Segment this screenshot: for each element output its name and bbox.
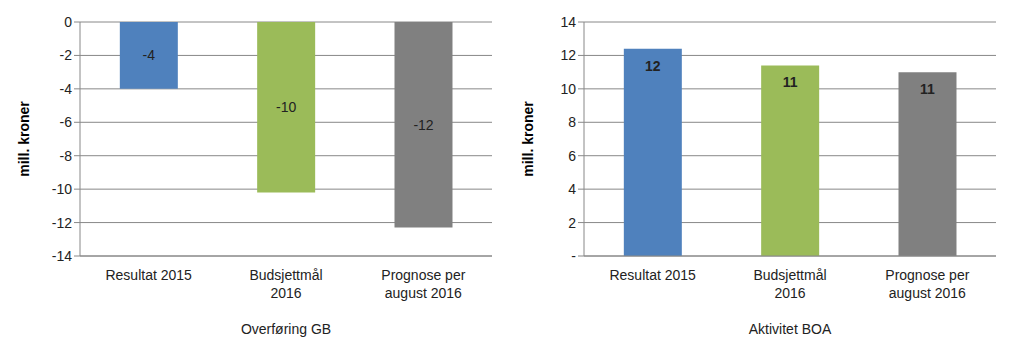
svg-text:-14: -14 [52, 248, 72, 264]
svg-text:Prognose peraugust 2016: Prognose peraugust 2016 [885, 267, 969, 301]
svg-text:Prognose peraugust 2016: Prognose peraugust 2016 [381, 267, 465, 301]
svg-text:-4: -4 [143, 47, 156, 63]
svg-text:-: - [571, 248, 576, 264]
svg-text:12: 12 [645, 58, 661, 74]
svg-text:10: 10 [560, 81, 576, 97]
svg-text:Budsjettmål2016: Budsjettmål2016 [753, 267, 826, 301]
svg-text:-8: -8 [60, 148, 73, 164]
svg-text:-2: -2 [60, 47, 73, 63]
svg-text:14: 14 [560, 14, 576, 30]
svg-text:-10: -10 [276, 99, 296, 115]
svg-text:Budsjettmål2016: Budsjettmål2016 [249, 267, 322, 301]
svg-text:11: 11 [920, 81, 935, 97]
svg-text:6: 6 [568, 148, 576, 164]
svg-text:Aktivitet BOA: Aktivitet BOA [749, 321, 832, 337]
svg-text:-10: -10 [52, 181, 72, 197]
svg-text:2: 2 [568, 215, 576, 231]
svg-text:-6: -6 [60, 114, 73, 130]
svg-text:Overføring GB: Overføring GB [241, 321, 331, 337]
svg-text:mill. kroner: mill. kroner [16, 101, 32, 177]
svg-text:-4: -4 [60, 81, 73, 97]
svg-text:12: 12 [560, 47, 576, 63]
svg-text:Resultat 2015: Resultat 2015 [609, 267, 696, 283]
svg-text:-12: -12 [52, 215, 72, 231]
svg-text:4: 4 [568, 181, 576, 197]
svg-text:8: 8 [568, 114, 576, 130]
svg-text:11: 11 [783, 74, 798, 90]
svg-text:-12: -12 [413, 117, 433, 133]
svg-text:Resultat 2015: Resultat 2015 [105, 267, 192, 283]
svg-text:mill. kroner: mill. kroner [520, 101, 536, 177]
svg-text:0: 0 [64, 14, 72, 30]
